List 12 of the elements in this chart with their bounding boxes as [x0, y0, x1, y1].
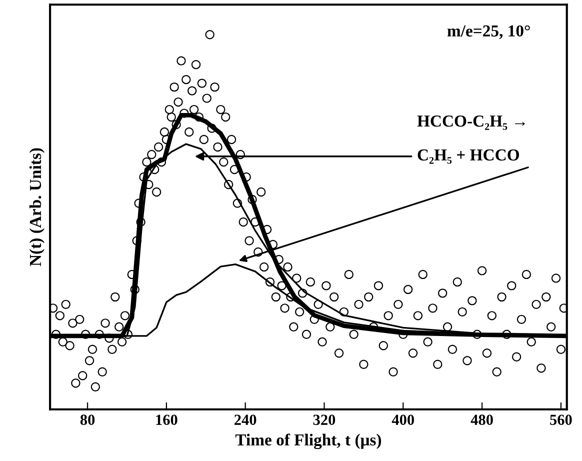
x-tick-label: 480 [470, 414, 493, 425]
x-tick-label: 80 [80, 414, 95, 425]
x-tick-label: 160 [156, 414, 178, 425]
y-axis-title: N(t) (Arb. Units) [29, 148, 44, 266]
x-tick-label: 320 [313, 414, 336, 425]
annotation: m/e=25, 10° [447, 25, 530, 39]
x-axis-title: Time of Flight, t (μs) [235, 434, 382, 450]
x-tick-label: 560 [550, 414, 572, 425]
annotation: HCCO-C₂H₅ → [417, 116, 525, 130]
annotation: C₂H₅ + HCCO [418, 149, 519, 164]
x-tick-label: 240 [234, 414, 256, 425]
x-tick-label: 400 [392, 414, 414, 425]
